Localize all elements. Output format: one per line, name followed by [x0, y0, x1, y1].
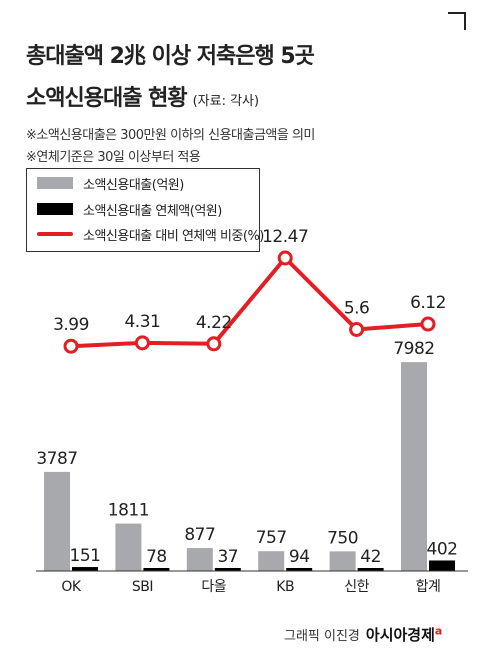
ratio-point-0 — [63, 338, 79, 354]
bar-delinquent-0 — [72, 567, 98, 571]
credit-text: 그래픽 이진경 — [284, 629, 360, 644]
bar-loans-0 — [44, 471, 70, 571]
legend-item-ratio: 소액신용대출 대비 연체액 비중(%) — [37, 224, 264, 244]
bar-loans-4 — [329, 551, 356, 571]
note-definition: ※소액신용대출은 300만원 이하의 신용대출금액을 의미 — [26, 128, 315, 143]
label-ratio-1: 4.31 — [124, 312, 160, 332]
legend-item-loans: 소액신용대출(억원) — [37, 173, 184, 193]
bar-loans-2 — [186, 548, 213, 571]
note-delinquency: ※연체기준은 30일 이상부터 적용 — [26, 150, 201, 165]
label-loans-0: 3787 — [36, 449, 77, 469]
ratio-line — [70, 256, 429, 349]
brand-logo: 아시아경제 — [365, 626, 435, 644]
chart-title: 총대출액 2兆 이상 저축은행 5곳 — [26, 44, 315, 69]
source-label: (자료: 각사) — [192, 94, 260, 109]
label-loans-4: 750 — [327, 528, 358, 548]
legend-item-delinquent: 소액신용대출 연체액(억원) — [37, 199, 222, 219]
chart-subtitle: 소액신용대출 현황 (자료: 각사) — [26, 80, 259, 112]
ratio-point-3 — [277, 250, 293, 266]
bar-delinquent-5 — [429, 560, 455, 571]
credit: 그래픽 이진경 아시아경제a — [284, 624, 442, 645]
bar-loans-3 — [258, 551, 285, 571]
corner-decoration — [448, 12, 466, 30]
x-tick-4: 신한 — [344, 579, 369, 595]
ratio-point-4 — [349, 321, 365, 337]
bar-loans-1 — [115, 523, 142, 571]
label-loans-3: 757 — [256, 528, 287, 548]
bar-delinquent-2 — [214, 568, 241, 571]
label-ratio-4: 5.6 — [344, 298, 370, 318]
x-tick-3: KB — [276, 579, 294, 595]
ratio-point-2 — [206, 336, 222, 352]
legend-label-ratio: 소액신용대출 대비 연체액 비중(%) — [83, 228, 264, 244]
legend-swatch-loans — [37, 177, 73, 189]
label-delinquent-4: 42 — [360, 547, 381, 567]
brand-mark-icon: a — [434, 624, 443, 638]
label-delinquent-5: 402 — [427, 539, 458, 559]
subtitle-text: 소액신용대출 현황 — [26, 86, 188, 111]
label-ratio-0: 3.99 — [53, 315, 89, 335]
ratio-point-5 — [420, 316, 436, 332]
bar-delinquent-1 — [143, 568, 170, 571]
ratio-point-1 — [134, 335, 150, 351]
bar-loans-5 — [401, 362, 427, 571]
label-loans-1: 1811 — [108, 501, 149, 521]
label-loans-2: 877 — [184, 525, 215, 545]
bar-delinquent-3 — [286, 568, 313, 571]
label-loans-5: 7982 — [393, 339, 434, 359]
label-delinquent-3: 94 — [289, 547, 310, 567]
label-ratio-5: 6.12 — [410, 293, 446, 313]
x-tick-5: 합계 — [416, 579, 441, 595]
legend-label-delinquent: 소액신용대출 연체액(억원) — [83, 203, 222, 219]
legend: 소액신용대출(억원) 소액신용대출 연체액(억원) 소액신용대출 대비 연체액 … — [26, 168, 264, 252]
legend-swatch-ratio — [37, 232, 73, 236]
x-tick-2: 다올 — [201, 579, 226, 595]
legend-swatch-delinquent — [37, 203, 73, 215]
label-ratio-3: 12.47 — [262, 227, 308, 247]
legend-label-loans: 소액신용대출(억원) — [83, 177, 184, 193]
label-delinquent-2: 37 — [217, 547, 238, 567]
bar-delinquent-4 — [357, 568, 384, 571]
x-tick-0: OK — [61, 579, 82, 595]
label-delinquent-1: 78 — [146, 547, 167, 567]
x-tick-1: SBI — [132, 579, 153, 595]
label-ratio-2: 4.22 — [196, 313, 232, 333]
label-delinquent-0: 151 — [70, 546, 101, 566]
